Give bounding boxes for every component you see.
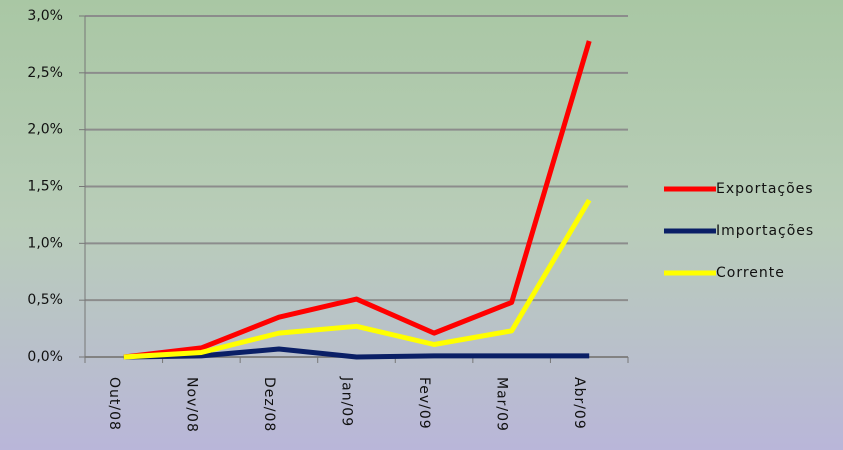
x-tick-label: Abr/09	[571, 377, 587, 430]
x-tick-label: Fev/09	[416, 377, 432, 430]
legend-label: Importações	[716, 223, 814, 239]
y-tick-label: 1,5%	[27, 179, 63, 195]
x-tick-label: Jan/09	[339, 376, 355, 427]
x-tick-label: Nov/08	[183, 377, 199, 433]
legend-label: Exportações	[716, 181, 814, 197]
legend-label: Corrente	[716, 265, 785, 281]
y-tick-label: 3,0%	[27, 8, 63, 24]
y-tick-label: 2,0%	[27, 122, 63, 138]
x-tick-label: Dez/08	[261, 377, 277, 432]
y-tick-label: 0,0%	[27, 349, 63, 365]
series-line	[123, 198, 592, 360]
y-tick-label: 0,5%	[27, 292, 63, 308]
y-tick-label: 1,0%	[27, 235, 63, 251]
x-tick-label: Out/08	[106, 377, 122, 431]
series-line	[123, 346, 590, 360]
series-line	[123, 40, 592, 360]
y-tick-label: 2,5%	[27, 65, 63, 81]
x-tick-label: Mar/09	[494, 377, 510, 432]
